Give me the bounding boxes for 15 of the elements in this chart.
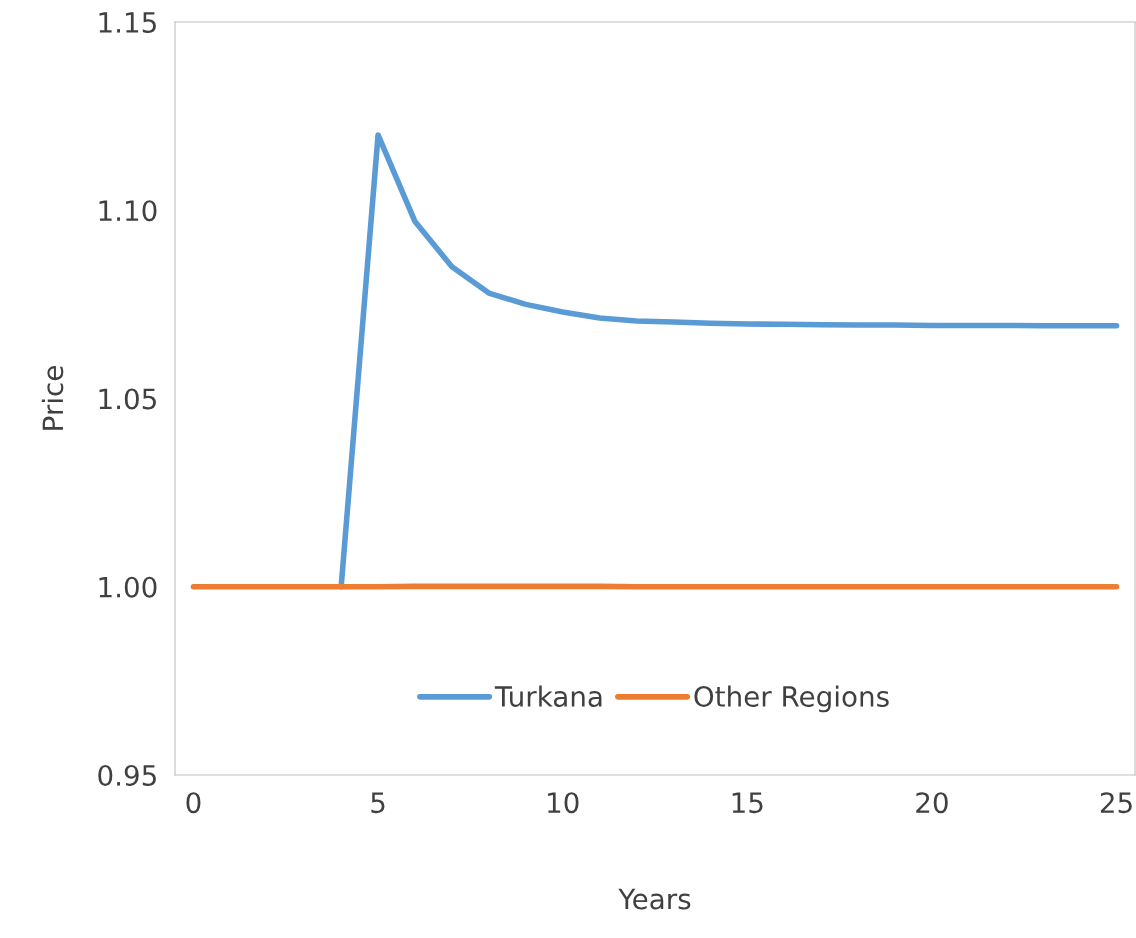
x-tick-label: 25 — [1100, 792, 1132, 814]
y-tick-label: 1.05 — [99, 388, 156, 410]
y-axis-title: Price — [41, 366, 64, 430]
y-tick-label: 1.15 — [99, 12, 156, 33]
x-tick-label: 15 — [732, 792, 763, 814]
legend-label: Turkana — [494, 685, 602, 707]
x-tick-label: 10 — [548, 792, 579, 814]
legend-label: Other Regions — [694, 685, 889, 713]
x-axis-title: Years — [618, 888, 691, 910]
y-tick-label: 0.95 — [98, 764, 156, 786]
y-tick-label: 1.00 — [99, 576, 157, 598]
x-tick-label: 5 — [371, 792, 385, 814]
x-tick-label: 20 — [916, 792, 948, 814]
y-tick-label: 1.10 — [99, 200, 157, 222]
x-tick-label: 0 — [186, 792, 201, 814]
